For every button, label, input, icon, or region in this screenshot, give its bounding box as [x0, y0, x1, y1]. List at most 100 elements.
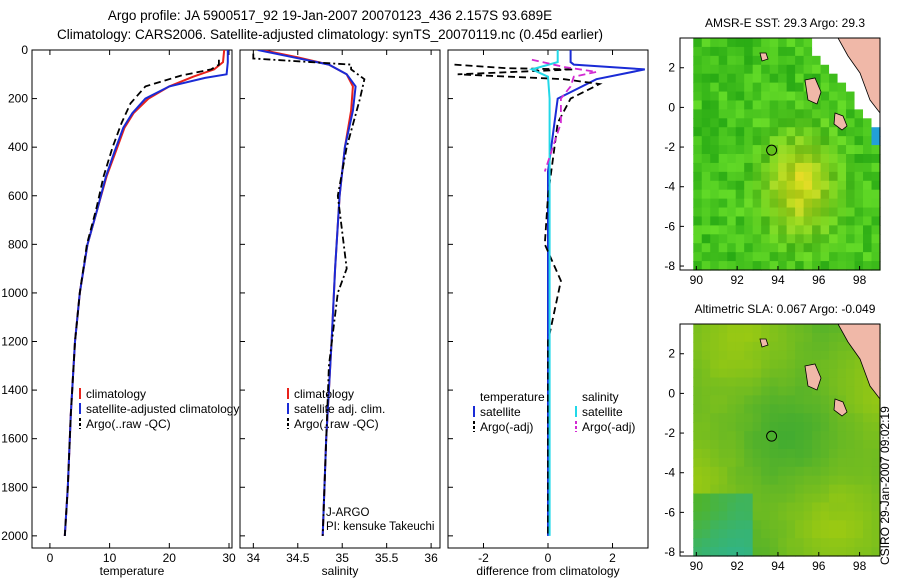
sst-map-cell [871, 162, 881, 173]
sst-map-cell [752, 109, 762, 119]
sla-map-cell [718, 511, 728, 521]
sst-map-cell [812, 64, 822, 75]
sst-map-cell [761, 100, 771, 110]
sla-map-cell [803, 511, 813, 521]
sst-map-cell [820, 55, 830, 66]
sla-map-cell [752, 493, 762, 504]
sst-map-cell [803, 145, 813, 155]
sst-map-cell [812, 127, 822, 137]
sla-map-cell [863, 502, 873, 512]
sla-map-cell [812, 484, 822, 495]
sst-map-cell [693, 189, 703, 200]
sst-map-cell [786, 100, 796, 110]
sst-map-cell [829, 198, 839, 209]
sst-map-cell [820, 136, 830, 146]
sst-map-cell [795, 100, 805, 110]
sla-map-cell [786, 324, 796, 334]
sst-map-cell [795, 91, 805, 102]
sla-map-cell [744, 484, 754, 495]
sst-map-cell [752, 154, 762, 164]
sla-map-cell [803, 395, 813, 405]
sst-map-cell [752, 127, 762, 137]
sst-map-cell [693, 216, 703, 226]
sst-map-cell [854, 216, 864, 226]
sst-map-cell [761, 207, 771, 218]
sst-map-cell [803, 198, 813, 209]
sla-map-cell [786, 332, 796, 343]
sla-map-cell [820, 324, 830, 334]
sst-map-cell [846, 261, 856, 271]
sla-map-cell [718, 395, 728, 405]
sst-map-cell [812, 171, 822, 182]
sla-map-cell [778, 422, 788, 432]
difference-legend-label: satellite [480, 405, 521, 419]
sst-map-cell [803, 189, 813, 200]
sla-map-cell [701, 368, 711, 379]
salinity-xtick-label: 35 [336, 551, 350, 565]
sst-map-cell [769, 136, 779, 146]
sla-map-cell [727, 350, 737, 361]
sst-map-cell [795, 46, 805, 57]
sst-map-cell [752, 55, 762, 66]
sst-map-cell [752, 46, 762, 57]
sst-map-cell [744, 189, 754, 200]
sst-map-cell [803, 100, 813, 110]
sla-map-cell [820, 350, 830, 361]
sla-map-cell [854, 377, 864, 388]
sla-map-cell [761, 484, 771, 495]
sla-map-cell [803, 457, 813, 468]
sst-map-cell [744, 118, 754, 128]
sst-map-cell [761, 154, 771, 164]
sla-map-cell [871, 484, 881, 495]
sla-map-cell [693, 520, 703, 530]
sla-map-cell [812, 395, 822, 405]
sst-map-cell [727, 225, 737, 235]
sst-map-cell [795, 243, 805, 253]
temperature-ytick-label: 1600 [1, 432, 28, 446]
sst-map-cell [735, 171, 745, 182]
sst-map-cell [803, 234, 813, 244]
sla-map-cell [837, 422, 847, 432]
sst-map-cell [854, 127, 864, 137]
sst-map-cell [769, 171, 779, 182]
sst-map-cell [735, 118, 745, 128]
sla-map-cell [812, 350, 822, 361]
sla-map-cell [744, 547, 754, 557]
sla-map-cell [795, 332, 805, 343]
sla-map-cell [871, 395, 881, 405]
chart-title-line1: Argo profile: JA 5900517_92 19-Jan-2007 … [107, 8, 553, 23]
sla-map-cell [769, 413, 779, 423]
sla-map-cell [693, 466, 703, 477]
sla-map-cell [710, 448, 720, 459]
sst-map-cell [735, 55, 745, 66]
sla-map-cell [846, 466, 856, 477]
sst-map-cell [735, 145, 745, 155]
sla-map-cell [795, 404, 805, 414]
sla-map-cell [701, 395, 711, 405]
sst-map-cell [837, 243, 847, 253]
sla-map-cell [871, 431, 881, 441]
sst-map-cell [744, 46, 754, 57]
sst-map-cell [710, 136, 720, 146]
sla-map-cell [837, 359, 847, 370]
sla-map-cell [718, 440, 728, 450]
sla-map-cell [846, 520, 856, 530]
sla-map-cell [735, 484, 745, 495]
sst-map-cell [871, 243, 881, 253]
sla-map-cell [820, 368, 830, 379]
temperature-legend-label: climatology [86, 387, 146, 401]
sst-map-cell [778, 100, 788, 110]
sla-map-cell [718, 422, 728, 432]
sla-map-cell [778, 359, 788, 370]
sst-map-cell [735, 207, 745, 218]
sla-map-cell [795, 431, 805, 441]
sla-map-cell [693, 440, 703, 450]
sst-map-cell [786, 243, 796, 253]
sla-map-cell [727, 448, 737, 459]
sla-map-cell [854, 431, 864, 441]
sst-map-cell [820, 252, 830, 262]
sla-map-cell [786, 368, 796, 379]
sst-map-cell [846, 82, 856, 93]
sla-map-cell [761, 457, 771, 468]
sla-map-cell [837, 395, 847, 405]
